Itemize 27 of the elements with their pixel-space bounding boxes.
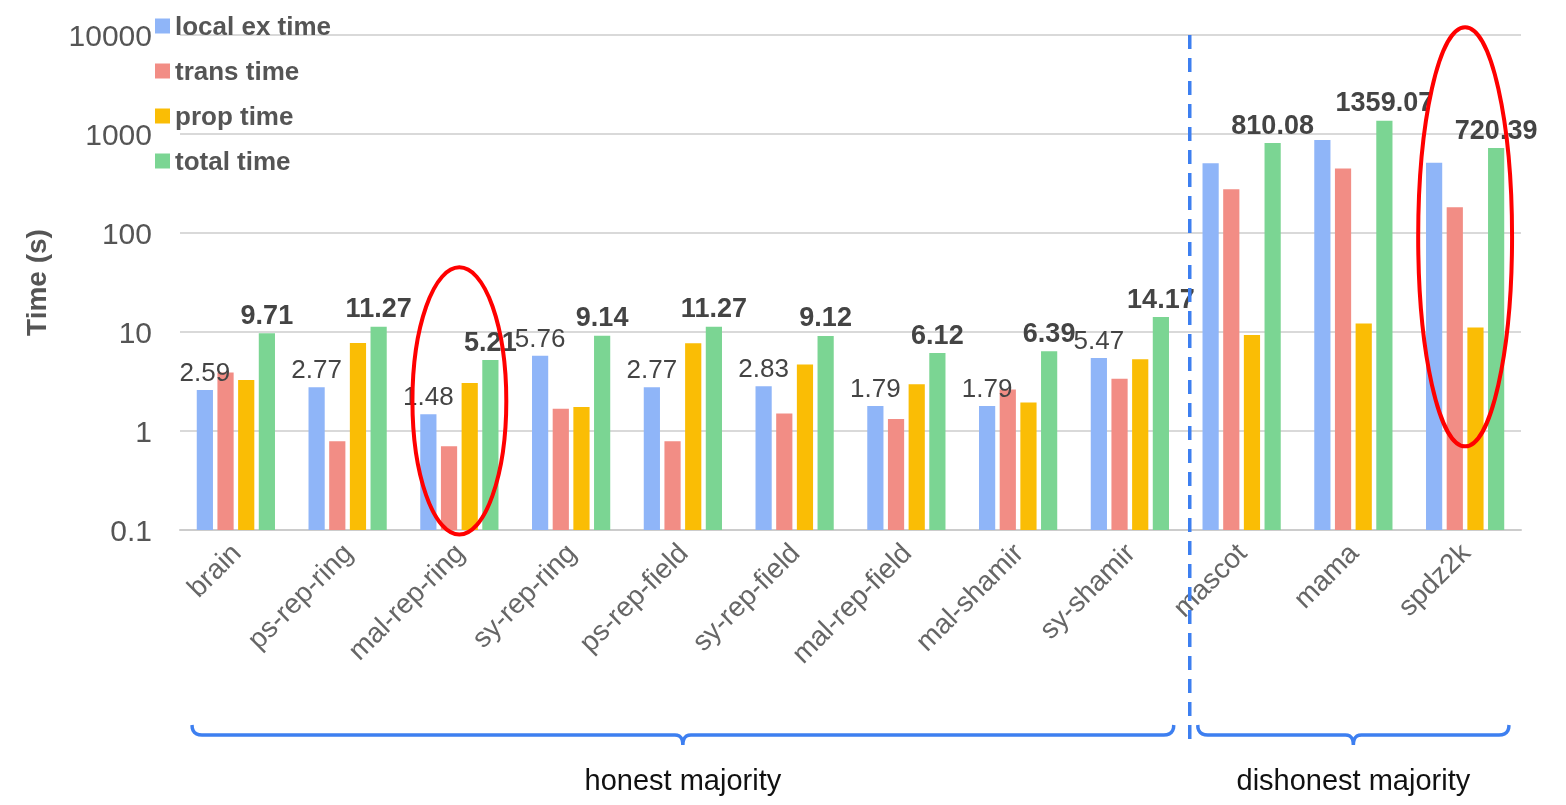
legend-label: local ex time (175, 11, 332, 41)
data-label: 9.12 (799, 302, 852, 333)
data-label: 2.59 (179, 357, 231, 388)
data-label: 1.79 (850, 372, 901, 403)
data-label: 9.14 (575, 302, 629, 333)
y-tick-label: 10000 (68, 18, 152, 52)
legend-label: trans time (175, 56, 300, 86)
y-axis-title: Time (s) (20, 229, 52, 336)
y-tick-label: 10 (118, 315, 152, 349)
legend-label: total time (175, 146, 291, 176)
data-label: 2.83 (738, 353, 789, 384)
y-tick-label: 100 (101, 216, 152, 250)
data-label: 9.71 (240, 299, 294, 330)
data-label: 11.27 (345, 293, 412, 324)
data-label: 810.08 (1231, 109, 1314, 140)
data-label: 11.27 (680, 293, 747, 324)
data-label: 2.77 (626, 354, 678, 385)
text: honest majority (584, 764, 782, 796)
data-label: 6.12 (911, 319, 964, 350)
data-label: 1.79 (961, 372, 1013, 403)
data-label: 6.39 (1022, 317, 1076, 348)
data-label: 2.77 (291, 354, 342, 385)
y-tick-label: 0.1 (110, 513, 152, 547)
legend-label: prop time (175, 101, 294, 131)
y-tick-label: 1000 (85, 117, 152, 151)
text: dishonest majority (1236, 764, 1471, 796)
y-tick-label: 1 (135, 414, 152, 448)
